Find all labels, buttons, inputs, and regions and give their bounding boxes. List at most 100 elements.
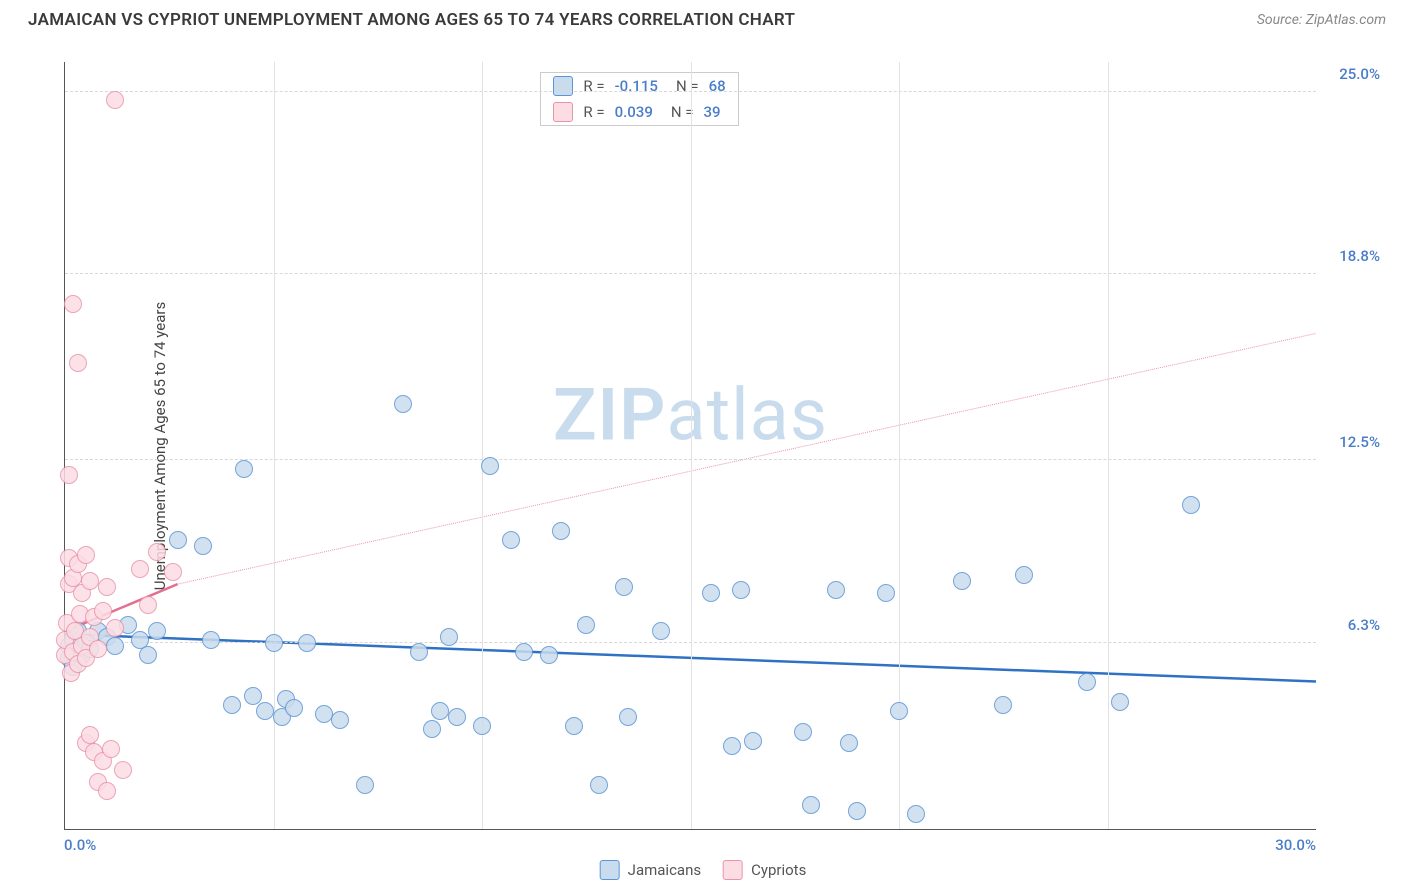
data-point: [106, 91, 124, 109]
data-point: [473, 717, 491, 735]
data-point: [169, 531, 187, 549]
data-point: [131, 560, 149, 578]
data-point: [994, 696, 1012, 714]
r-label: R =: [583, 77, 604, 95]
stats-row: R =0.039N =39: [541, 99, 737, 125]
data-point: [148, 543, 166, 561]
data-point: [481, 457, 499, 475]
data-point: [723, 737, 741, 755]
data-point: [139, 596, 157, 614]
data-point: [590, 776, 608, 794]
legend-item: Cypriots: [723, 860, 806, 880]
data-point: [102, 740, 120, 758]
data-point: [619, 708, 637, 726]
y-tick-label: 18.8%: [1339, 247, 1380, 265]
data-point: [1078, 673, 1096, 691]
series-legend: Jamaicans Cypriots: [600, 860, 807, 880]
data-point: [1111, 693, 1129, 711]
data-point: [394, 395, 412, 413]
r-value: 0.039: [615, 103, 653, 121]
plot-area: ZIPatlas R =-0.115N =68R =0.039N =39 6.3…: [64, 62, 1316, 830]
data-point: [331, 711, 349, 729]
data-point: [235, 460, 253, 478]
data-point: [81, 726, 99, 744]
legend-label: Cypriots: [751, 861, 806, 879]
data-point: [69, 354, 87, 372]
data-point: [256, 702, 274, 720]
data-point: [794, 723, 812, 741]
data-point: [60, 466, 78, 484]
data-point: [827, 581, 845, 599]
data-point: [265, 634, 283, 652]
data-point: [448, 708, 466, 726]
x-max-label: 30.0%: [1275, 836, 1316, 854]
series-swatch: [553, 76, 573, 96]
data-point: [652, 622, 670, 640]
gridline-v: [482, 62, 483, 829]
chart-container: Unemployment Among Ages 65 to 74 years Z…: [28, 48, 1386, 844]
data-point: [907, 805, 925, 823]
data-point: [98, 578, 116, 596]
data-point: [114, 761, 132, 779]
source-label: Source: ZipAtlas.com: [1257, 12, 1386, 28]
data-point: [423, 720, 441, 738]
data-point: [139, 646, 157, 664]
data-point: [552, 522, 570, 540]
data-point: [890, 702, 908, 720]
data-point: [89, 640, 107, 658]
legend-item: Jamaicans: [600, 860, 701, 880]
series-swatch: [600, 860, 620, 880]
data-point: [98, 782, 116, 800]
n-value: 68: [709, 77, 726, 95]
data-point: [315, 705, 333, 723]
data-point: [744, 732, 762, 750]
y-tick-label: 25.0%: [1339, 65, 1380, 83]
series-swatch: [723, 860, 743, 880]
r-value: -0.115: [615, 77, 658, 95]
y-tick-label: 6.3%: [1348, 616, 1380, 634]
data-point: [953, 572, 971, 590]
data-point: [148, 622, 166, 640]
data-point: [615, 578, 633, 596]
data-point: [164, 563, 182, 581]
data-point: [732, 581, 750, 599]
stats-legend: R =-0.115N =68R =0.039N =39: [540, 72, 738, 126]
data-point: [202, 631, 220, 649]
data-point: [577, 616, 595, 634]
r-label: R =: [583, 103, 604, 121]
data-point: [410, 643, 428, 661]
data-point: [64, 295, 82, 313]
data-point: [565, 717, 583, 735]
data-point: [244, 687, 262, 705]
data-point: [106, 637, 124, 655]
data-point: [298, 634, 316, 652]
data-point: [848, 802, 866, 820]
y-tick-label: 12.5%: [1339, 433, 1380, 451]
data-point: [802, 796, 820, 814]
data-point: [702, 584, 720, 602]
data-point: [840, 734, 858, 752]
data-point: [877, 584, 895, 602]
series-swatch: [553, 102, 573, 122]
data-point: [356, 776, 374, 794]
data-point: [540, 646, 558, 664]
data-point: [440, 628, 458, 646]
data-point: [194, 537, 212, 555]
gridline-v: [691, 62, 692, 829]
data-point: [502, 531, 520, 549]
x-min-label: 0.0%: [64, 836, 96, 854]
data-point: [81, 572, 99, 590]
data-point: [223, 696, 241, 714]
data-point: [431, 702, 449, 720]
stats-row: R = -0.115 N = 68: [541, 73, 737, 99]
legend-label: Jamaicans: [628, 861, 701, 879]
gridline-v: [1108, 62, 1109, 829]
n-value: 39: [704, 103, 721, 121]
data-point: [1182, 496, 1200, 514]
data-point: [106, 619, 124, 637]
data-point: [77, 546, 95, 564]
data-point: [1015, 566, 1033, 584]
n-label: N =: [676, 77, 699, 95]
data-point: [515, 643, 533, 661]
data-point: [94, 602, 112, 620]
